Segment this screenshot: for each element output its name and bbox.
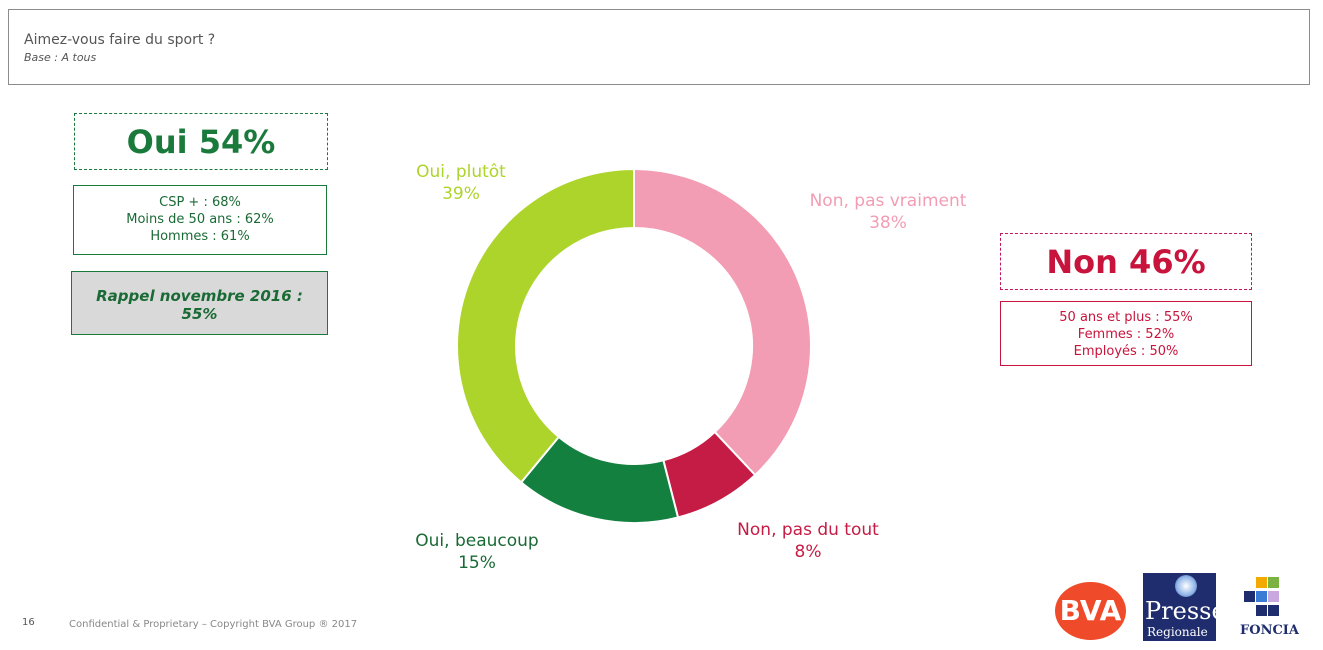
slice-category-label: Oui, beaucoup (415, 531, 538, 551)
logo-square-icon (1268, 605, 1279, 616)
slice-value-label: 8% (795, 542, 822, 562)
rappel-label: Rappel novembre 2016 : (96, 287, 303, 305)
logo-square-icon (1256, 591, 1267, 602)
logo-square-icon (1256, 605, 1267, 616)
question-header-box (8, 9, 1310, 85)
non-detail-line: 50 ans et plus : 55% (1059, 310, 1193, 325)
question-title: Aimez-vous faire du sport ? (24, 32, 216, 48)
non-detail-line: Employés : 50% (1073, 344, 1179, 359)
question-base: Base : A tous (24, 51, 97, 64)
oui-total-box: Oui 54% (74, 113, 328, 170)
regionale-logo-text: Regionale (1147, 625, 1208, 639)
non-detail-box: 50 ans et plus : 55% Femmes : 52% Employ… (1000, 301, 1252, 366)
donut-slice-0 (633, 167, 812, 477)
foncia-logo: FONCIA (1232, 573, 1307, 641)
slice-value-label: 38% (869, 213, 907, 233)
slice-value-label: 39% (442, 184, 480, 204)
oui-detail-line: Moins de 50 ans : 62% (126, 212, 274, 227)
slice-category-label: Oui, plutôt (416, 162, 506, 182)
non-detail-line: Femmes : 52% (1077, 327, 1175, 342)
bva-logo: BVA (1055, 582, 1126, 640)
slice-value-label: 15% (458, 553, 496, 573)
foncia-logo-text: FONCIA (1240, 623, 1299, 638)
presse-logo-text: Presse (1145, 597, 1216, 625)
logo-square-icon (1268, 591, 1279, 602)
non-total-box: Non 46% (1000, 233, 1252, 290)
oui-detail-line: CSP + : 68% (159, 195, 241, 210)
logo-square-icon (1268, 577, 1279, 588)
presse-regionale-logo: Presse Regionale (1143, 573, 1216, 641)
copyright-text: Confidential & Proprietary – Copyright B… (69, 619, 358, 630)
rappel-box: Rappel novembre 2016 : 55% (71, 271, 328, 335)
logo-square-icon (1256, 577, 1267, 588)
globe-icon (1175, 575, 1197, 597)
oui-detail-line: Hommes : 61% (150, 229, 250, 244)
logo-square-icon (1244, 591, 1255, 602)
rappel-value: 55% (181, 305, 218, 323)
donut-slice-3 (456, 167, 635, 484)
page-number: 16 (22, 617, 35, 628)
oui-detail-box: CSP + : 68% Moins de 50 ans : 62% Hommes… (73, 185, 327, 255)
slice-category-label: Non, pas du tout (737, 520, 879, 540)
slice-category-label: Non, pas vraiment (810, 191, 967, 211)
